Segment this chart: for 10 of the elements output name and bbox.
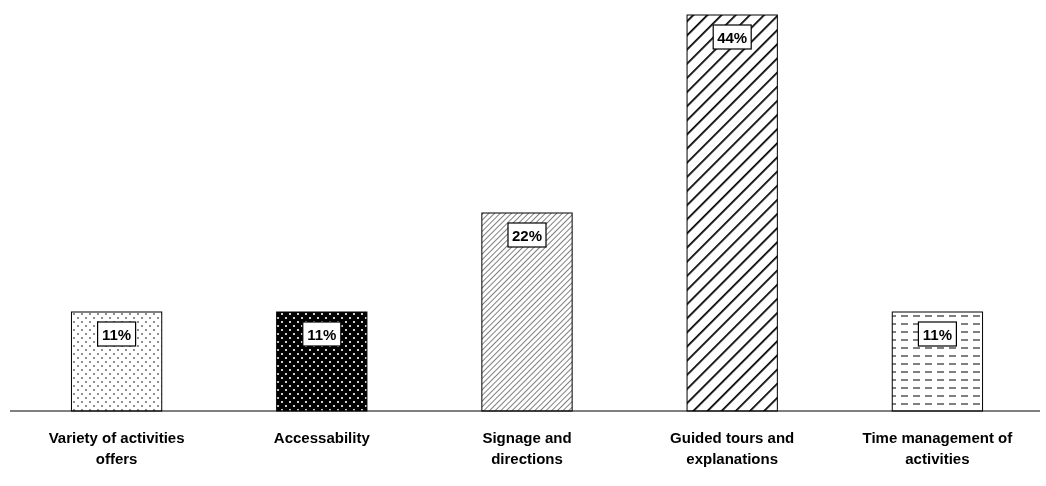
x-tick-label: Time management of activities: [862, 429, 1014, 467]
data-label: 22%: [511, 227, 543, 244]
data-label: 11%: [307, 326, 337, 343]
data-label: 11%: [922, 326, 952, 343]
x-tick-label: Signage and directions: [482, 429, 572, 467]
x-tick-label: Variety of activities offers: [48, 429, 185, 467]
x-tick-label: Guided tours and explanations: [670, 429, 795, 467]
data-label: 44%: [717, 29, 748, 46]
x-tick-label: Accessability: [273, 429, 371, 446]
data-label: 11%: [102, 326, 132, 343]
